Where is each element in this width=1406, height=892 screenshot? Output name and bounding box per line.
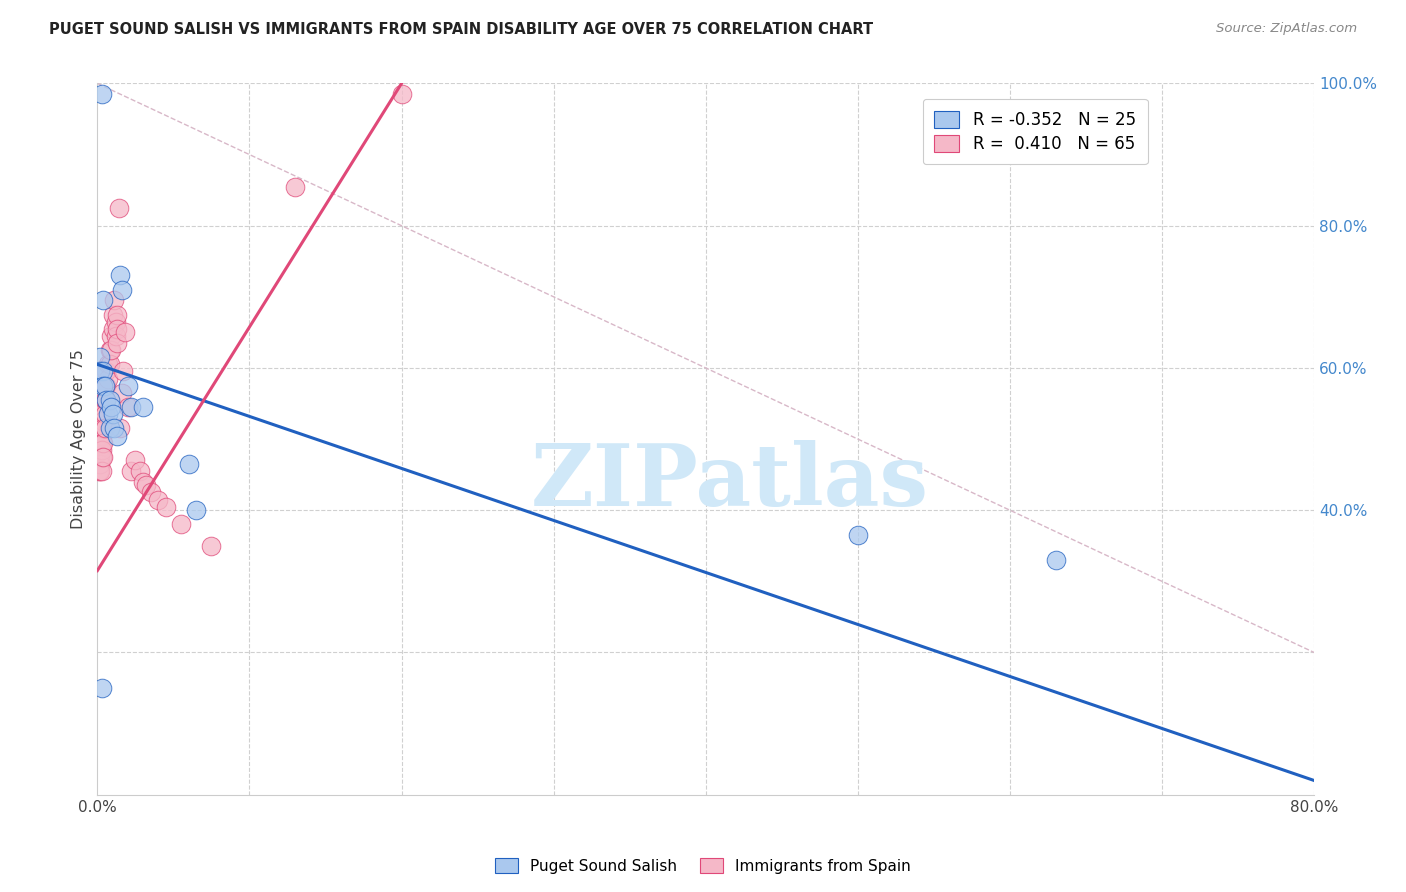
Point	[90, 464, 112, 478]
Point	[96, 364, 118, 378]
Point	[90, 414, 112, 428]
Point	[89, 450, 111, 464]
Point	[93, 400, 115, 414]
Point	[90, 87, 112, 102]
Point	[93, 378, 115, 392]
Legend: R = -0.352   N = 25, R =  0.410   N = 65: R = -0.352 N = 25, R = 0.410 N = 65	[922, 99, 1147, 164]
Point	[87, 464, 110, 478]
Point	[124, 453, 146, 467]
Point	[104, 329, 127, 343]
Point	[87, 450, 110, 464]
Text: PUGET SOUND SALISH VS IMMIGRANTS FROM SPAIN DISABILITY AGE OVER 75 CORRELATION C: PUGET SOUND SALISH VS IMMIGRANTS FROM SP…	[49, 22, 873, 37]
Point	[93, 450, 115, 464]
Point	[103, 421, 125, 435]
Point	[170, 517, 193, 532]
Text: Source: ZipAtlas.com: Source: ZipAtlas.com	[1216, 22, 1357, 36]
Point	[96, 392, 118, 407]
Point	[1045, 553, 1067, 567]
Point	[98, 421, 121, 435]
Point	[120, 464, 142, 478]
Point	[100, 400, 122, 414]
Point	[391, 87, 413, 102]
Point	[105, 322, 128, 336]
Point	[89, 442, 111, 457]
Point	[94, 378, 117, 392]
Point	[94, 421, 117, 435]
Point	[96, 392, 118, 407]
Point	[93, 414, 115, 428]
Point	[96, 378, 118, 392]
Point	[89, 364, 111, 378]
Point	[90, 435, 112, 450]
Point	[155, 500, 177, 514]
Point	[186, 503, 208, 517]
Point	[90, 421, 112, 435]
Point	[97, 358, 120, 372]
Point	[107, 201, 129, 215]
Point	[105, 336, 128, 351]
Point	[114, 326, 136, 340]
Point	[93, 293, 115, 308]
Point	[105, 428, 128, 442]
Point	[87, 421, 110, 435]
Point	[129, 464, 152, 478]
Point	[87, 428, 110, 442]
Point	[132, 475, 155, 489]
Point	[101, 308, 124, 322]
Point	[177, 457, 200, 471]
Point	[90, 681, 112, 695]
Legend: Puget Sound Salish, Immigrants from Spain: Puget Sound Salish, Immigrants from Spai…	[489, 852, 917, 880]
Point	[100, 343, 122, 358]
Point	[90, 407, 112, 421]
Point	[97, 407, 120, 421]
Point	[120, 400, 142, 414]
Point	[97, 371, 120, 385]
Point	[103, 293, 125, 308]
Point	[93, 364, 115, 378]
Point	[89, 457, 111, 471]
Point	[90, 428, 112, 442]
Point	[104, 315, 127, 329]
Point	[101, 322, 124, 336]
Point	[117, 378, 139, 392]
Point	[90, 442, 112, 457]
Point	[94, 407, 117, 421]
Point	[89, 421, 111, 435]
Point	[111, 283, 134, 297]
Point	[93, 421, 115, 435]
Point	[87, 442, 110, 457]
Point	[87, 435, 110, 450]
Y-axis label: Disability Age Over 75: Disability Age Over 75	[72, 349, 86, 529]
Point	[94, 392, 117, 407]
Point	[89, 435, 111, 450]
Point	[101, 407, 124, 421]
Point	[93, 435, 115, 450]
Point	[100, 329, 122, 343]
Point	[98, 343, 121, 358]
Point	[94, 378, 117, 392]
Point	[112, 364, 135, 378]
Point	[148, 492, 170, 507]
Point	[89, 351, 111, 365]
Point	[89, 464, 111, 478]
Point	[98, 358, 121, 372]
Point	[846, 528, 869, 542]
Point	[90, 450, 112, 464]
Point	[98, 392, 121, 407]
Point	[135, 478, 157, 492]
Point	[117, 400, 139, 414]
Point	[105, 308, 128, 322]
Point	[284, 179, 307, 194]
Point	[132, 400, 155, 414]
Point	[111, 385, 134, 400]
Point	[139, 485, 162, 500]
Point	[89, 428, 111, 442]
Point	[108, 421, 131, 435]
Point	[108, 268, 131, 283]
Point	[200, 539, 222, 553]
Text: ZIPatlas: ZIPatlas	[531, 440, 929, 524]
